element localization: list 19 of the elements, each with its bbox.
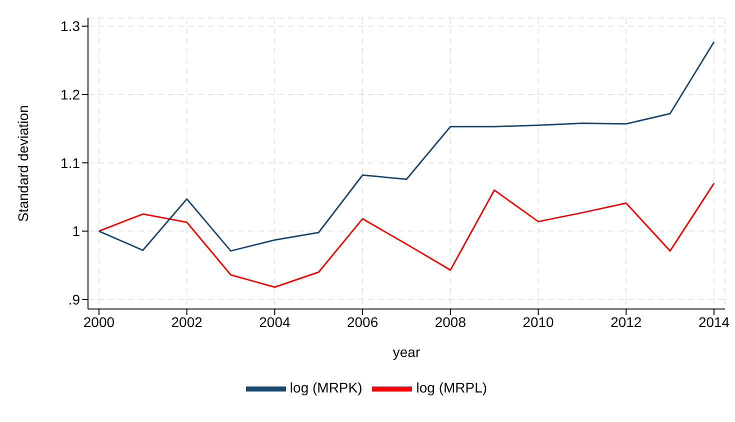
x-tick-label: 2010 bbox=[522, 314, 554, 330]
y-tick-label: 1.3 bbox=[60, 18, 80, 34]
y-tick-label: 1 bbox=[72, 223, 80, 240]
y-axis-title: Standard deviation bbox=[14, 105, 31, 222]
legend-label: log (MRPK) bbox=[290, 380, 362, 396]
x-tick-label: 2006 bbox=[346, 314, 378, 330]
x-tick-label: 2004 bbox=[259, 314, 290, 330]
line-series bbox=[98, 41, 715, 252]
y-tick-label: 1.1 bbox=[60, 154, 80, 171]
y-tick-label: .9 bbox=[68, 291, 80, 308]
x-tick-label: 2014 bbox=[698, 314, 730, 330]
y-tick-label: 1.2 bbox=[60, 86, 80, 102]
x-tick-label: 2008 bbox=[434, 314, 466, 330]
x-axis-title: year bbox=[392, 344, 420, 360]
x-tick-label: 2012 bbox=[610, 314, 642, 330]
legend-label: log (MRPL) bbox=[416, 380, 488, 396]
x-tick-label: 2000 bbox=[83, 314, 115, 330]
x-tick-label: 2002 bbox=[171, 314, 203, 330]
line-series bbox=[98, 182, 715, 288]
